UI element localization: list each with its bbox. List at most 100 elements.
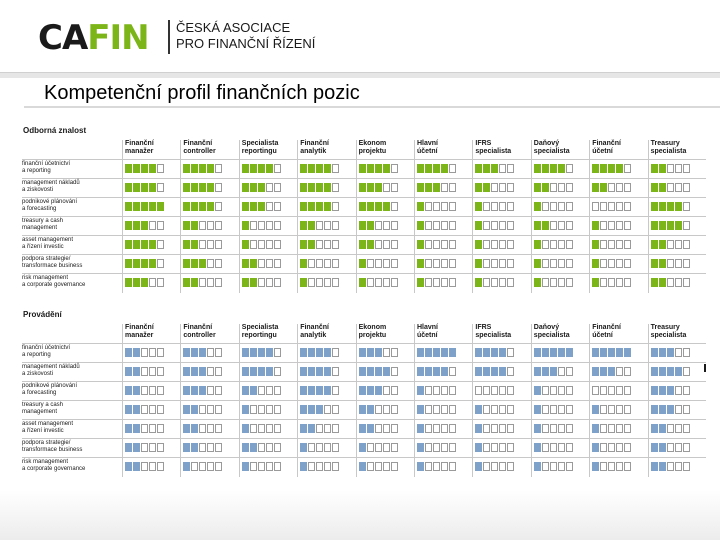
level-square xyxy=(565,424,573,433)
level-square xyxy=(265,221,273,230)
level-square xyxy=(557,443,565,452)
level-indicator xyxy=(183,240,223,249)
level-square xyxy=(449,202,456,211)
level-square xyxy=(300,202,308,211)
column-header: Specialista reportingu xyxy=(241,324,279,339)
logo-line-2: PRO FINANČNÍ ŘÍZENÍ xyxy=(176,36,316,51)
level-indicator xyxy=(417,462,456,471)
level-square xyxy=(650,259,658,268)
level-square xyxy=(366,367,374,376)
level-square xyxy=(141,164,148,173)
level-square xyxy=(382,259,390,268)
level-square xyxy=(417,386,424,395)
level-square xyxy=(608,443,616,452)
level-indicator xyxy=(475,443,515,452)
level-square xyxy=(682,202,690,211)
level-indicator xyxy=(183,443,223,452)
level-indicator xyxy=(183,386,223,395)
level-square xyxy=(366,183,374,192)
level-square xyxy=(390,259,398,268)
level-square xyxy=(417,424,424,433)
level-square xyxy=(300,259,308,268)
level-square xyxy=(600,202,608,211)
level-square xyxy=(316,164,324,173)
level-square xyxy=(265,259,273,268)
level-square xyxy=(358,183,366,192)
level-square xyxy=(133,202,140,211)
level-square xyxy=(374,462,382,471)
level-square xyxy=(382,240,390,249)
row-divider xyxy=(22,381,706,382)
level-square xyxy=(541,405,549,414)
level-square xyxy=(674,424,682,433)
level-indicator xyxy=(533,386,573,395)
level-square xyxy=(273,240,281,249)
level-square xyxy=(624,183,632,192)
level-indicator xyxy=(533,259,573,268)
level-indicator xyxy=(417,424,456,433)
level-square xyxy=(674,259,682,268)
level-indicator xyxy=(125,183,164,192)
level-square xyxy=(507,278,515,287)
level-square xyxy=(650,367,658,376)
level-indicator xyxy=(592,424,632,433)
level-indicator xyxy=(533,202,573,211)
level-square xyxy=(241,278,249,287)
level-square xyxy=(441,386,448,395)
level-square xyxy=(475,202,483,211)
level-indicator xyxy=(650,367,690,376)
level-square xyxy=(499,221,507,230)
level-square xyxy=(483,221,491,230)
level-square xyxy=(650,240,658,249)
level-square xyxy=(125,202,132,211)
level-square xyxy=(417,202,424,211)
level-square xyxy=(499,278,507,287)
row-divider xyxy=(22,216,706,217)
level-square xyxy=(565,278,573,287)
level-indicator xyxy=(125,240,164,249)
level-square xyxy=(215,164,223,173)
level-square xyxy=(273,424,281,433)
level-indicator xyxy=(475,164,515,173)
level-square xyxy=(257,221,265,230)
level-square xyxy=(433,221,440,230)
column-header: Hlavní účetní xyxy=(417,324,439,339)
level-square xyxy=(215,348,223,357)
level-square xyxy=(483,183,491,192)
level-square xyxy=(157,424,164,433)
level-square xyxy=(624,221,632,230)
level-square xyxy=(650,278,658,287)
level-square xyxy=(417,183,424,192)
level-square xyxy=(565,367,573,376)
level-indicator xyxy=(300,424,340,433)
level-square xyxy=(133,240,140,249)
level-square xyxy=(491,348,499,357)
level-square xyxy=(149,386,156,395)
level-square xyxy=(149,367,156,376)
level-square xyxy=(491,278,499,287)
level-square xyxy=(241,183,249,192)
level-square xyxy=(157,240,164,249)
level-square xyxy=(666,221,674,230)
level-square xyxy=(366,462,374,471)
level-square xyxy=(616,386,624,395)
cafin-logo-mark: CAFIN xyxy=(38,18,150,58)
level-square xyxy=(215,443,223,452)
level-indicator xyxy=(592,183,632,192)
level-indicator xyxy=(183,367,223,376)
level-square xyxy=(149,405,156,414)
level-square xyxy=(207,386,215,395)
level-square xyxy=(308,405,316,414)
level-square xyxy=(382,443,390,452)
level-square xyxy=(199,348,207,357)
level-square xyxy=(592,424,600,433)
level-indicator xyxy=(592,348,632,357)
level-square xyxy=(191,348,199,357)
level-square xyxy=(624,240,632,249)
column-header: IFRS specialista xyxy=(475,140,512,155)
level-square xyxy=(483,386,491,395)
level-square xyxy=(499,348,507,357)
level-square xyxy=(549,164,557,173)
level-square xyxy=(507,386,515,395)
level-square xyxy=(533,386,541,395)
